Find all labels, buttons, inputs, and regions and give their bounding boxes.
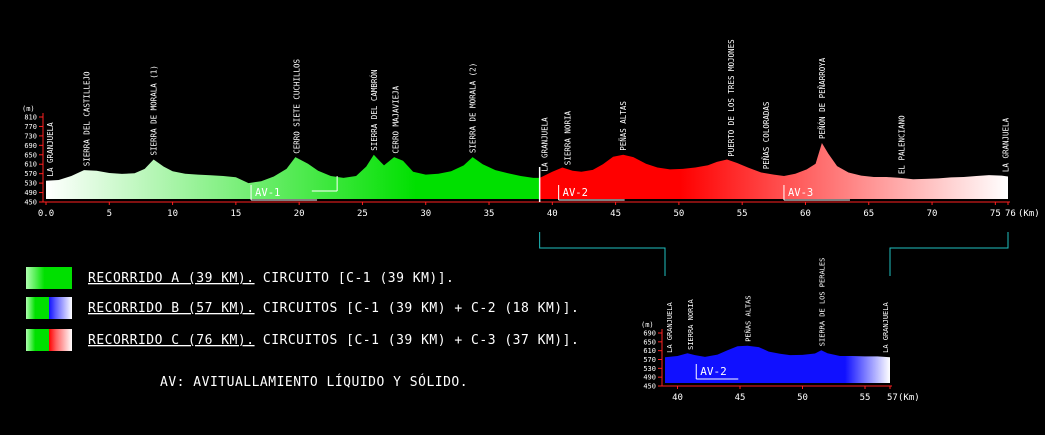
peak-label: SIERRA DEL CAMBRÓN [370,70,379,151]
peak-label: PEÑAS ALTAS [744,295,753,341]
x-tick-label: 20 [294,209,305,219]
legend-detail: CIRCUITO [C-1 (39 KM)]. [255,271,455,286]
x-tick-label: 60 [800,209,811,219]
profile-area-green [46,154,540,199]
legend-text: RECORRIDO C (76 KM). CIRCUITOS [C-1 (39 … [88,333,579,348]
x-tick-label: 50 [673,209,684,219]
y-tick-label: 650 [643,338,656,346]
connector-right [889,232,1009,276]
y-tick-label: 490 [24,189,37,197]
legend-row: RECORRIDO B (57 KM). CIRCUITOS [C-1 (39 … [26,297,579,319]
supply-point-label: AV-2 [700,365,727,378]
y-tick-label: 690 [24,142,37,150]
y-tick-label: 450 [643,383,656,391]
legend-detail: CIRCUITOS [C-1 (39 KM) + C-3 (37 KM)]. [255,333,580,348]
peak-label: PEÑÓN DE PEÑARROYA [818,57,827,139]
legend-route: RECORRIDO A (39 KM). [88,271,255,286]
x-tick-label: 55 [860,393,871,403]
profile-area-blue [665,345,890,383]
x-tick-label: 65 [863,209,874,219]
x-tick-label: 57 [887,393,898,403]
peak-label: EL PALENCIANO [898,115,907,174]
y-axis-unit: (m) [641,321,654,329]
y-tick-label: 730 [24,132,37,140]
y-tick-label: 770 [24,123,37,131]
peak-label: LA GRANJUELA [541,117,550,172]
x-tick-label: 30 [420,209,431,219]
x-tick-label: 25 [357,209,368,219]
x-tick-label: 5 [107,209,112,219]
connector-left [539,232,666,276]
legend-swatch [49,329,72,351]
y-tick-label: 690 [643,330,656,338]
x-axis-unit: (Km) [1018,209,1040,219]
legend-row: RECORRIDO A (39 KM). CIRCUITO [C-1 (39 K… [26,267,454,289]
x-tick-label: 10 [167,209,178,219]
peak-label: SIERRA DE LOS PERALES [818,258,826,347]
x-tick-label: 45 [735,393,746,403]
peak-label: LA GRANJUELA [1002,117,1011,172]
legend-text: RECORRIDO B (57 KM). CIRCUITOS [C-1 (39 … [88,301,579,316]
supply-point-label: AV-3 [788,187,813,199]
peak-label: SIERRA DEL CASTILLEJO [83,71,92,166]
x-tick-label: 15 [230,209,241,219]
x-axis-unit: (Km) [898,393,920,403]
x-tick-label: 55 [737,209,748,219]
supply-point-label: AV-1 [255,187,280,199]
y-tick-label: 570 [643,356,656,364]
peak-label: SIERRA DE MORALA (2) [469,63,478,153]
peak-label: SIERRA NORIA [564,111,573,166]
peak-label: PUERTO DE LOS TRES MOJONES [727,39,736,157]
zoom-connectors [539,232,1009,276]
y-axis-unit: (m) [22,105,35,113]
x-tick-label: 50 [797,393,808,403]
peak-label: CERRO SIETE CUCHILLOS [293,58,302,153]
peak-label: SIERRA NORIA [687,299,695,350]
x-tick-label: 0.0 [38,209,54,219]
peak-label: LA GRANJUELA [666,302,674,353]
y-tick-label: 530 [643,365,656,373]
legend-swatch [26,297,49,319]
x-tick-label: 35 [484,209,495,219]
x-tick-label: 40 [672,393,683,403]
y-tick-label: 610 [24,161,37,169]
y-tick-label: 610 [643,347,656,355]
legend-row: RECORRIDO C (76 KM). CIRCUITOS [C-1 (39 … [26,329,579,351]
y-tick-label: 570 [24,170,37,178]
x-tick-label: 40 [547,209,558,219]
x-tick-label: 75 [990,209,1001,219]
y-tick-label: 530 [24,180,37,188]
y-tick-label: 450 [24,199,37,207]
x-tick-label: 45 [610,209,621,219]
supply-point-label: AV-2 [563,187,588,199]
y-tick-label: 490 [643,374,656,382]
route-legend: RECORRIDO A (39 KM). CIRCUITO [C-1 (39 K… [26,267,579,351]
peak-label: LA GRANJUELA [882,302,890,353]
peak-label: LA GRANJUELA [46,122,55,177]
x-tick-label: 76 [1005,209,1016,219]
legend-route: RECORRIDO B (57 KM). [88,301,255,316]
legend-detail: CIRCUITOS [C-1 (39 KM) + C-2 (18 KM)]. [255,301,580,316]
y-tick-label: 650 [24,151,37,159]
legend-swatch [26,267,72,289]
profile-area-red [539,143,1008,199]
legend-swatch [26,329,49,351]
legend-text: RECORRIDO A (39 KM). CIRCUITO [C-1 (39 K… [88,271,454,286]
peak-label: CERRO MAJAVIEJA [391,85,400,153]
peak-label: PEÑAS ALTAS [619,101,628,151]
supply-note: AV: AVITUALLAMIENTO LÍQUIDO Y SÓLIDO. [160,374,468,390]
x-tick-label: 70 [927,209,938,219]
legend-route: RECORRIDO C (76 KM). [88,333,255,348]
y-tick-label: 810 [24,114,37,122]
peak-label: SIERRA DE MORALA (1) [150,65,159,155]
legend-swatch [49,297,72,319]
peak-label: PEÑAS COLORADAS [762,101,771,169]
